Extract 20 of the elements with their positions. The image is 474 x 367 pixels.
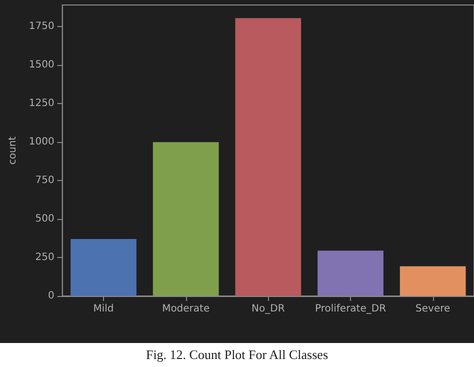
y-tick-label: 500: [35, 214, 54, 225]
y-tick-label: 1750: [28, 21, 54, 32]
x-tick-label: Mild: [93, 304, 114, 314]
y-tick-label: 0: [48, 290, 54, 302]
bar: [318, 250, 384, 296]
x-tick-label: Proliferate_DR: [314, 304, 386, 314]
bar: [70, 239, 136, 296]
bar: [400, 266, 466, 296]
y-tick-label: 1000: [28, 136, 54, 148]
y-tick-label: 750: [35, 175, 54, 186]
x-tick-label: No_DR: [252, 304, 285, 314]
y-tick-label: 1250: [28, 98, 54, 110]
y-tick-label: 250: [35, 252, 54, 264]
caption: Fig. 12. Count Plot For All Classes: [144, 347, 330, 363]
y-axis-title: count: [8, 136, 18, 165]
y-tick-label: 1500: [28, 60, 54, 71]
x-tick-label: Severe: [416, 304, 450, 314]
bar: [152, 142, 219, 296]
bar: [235, 18, 302, 296]
x-tick-label: Moderate: [162, 304, 210, 314]
